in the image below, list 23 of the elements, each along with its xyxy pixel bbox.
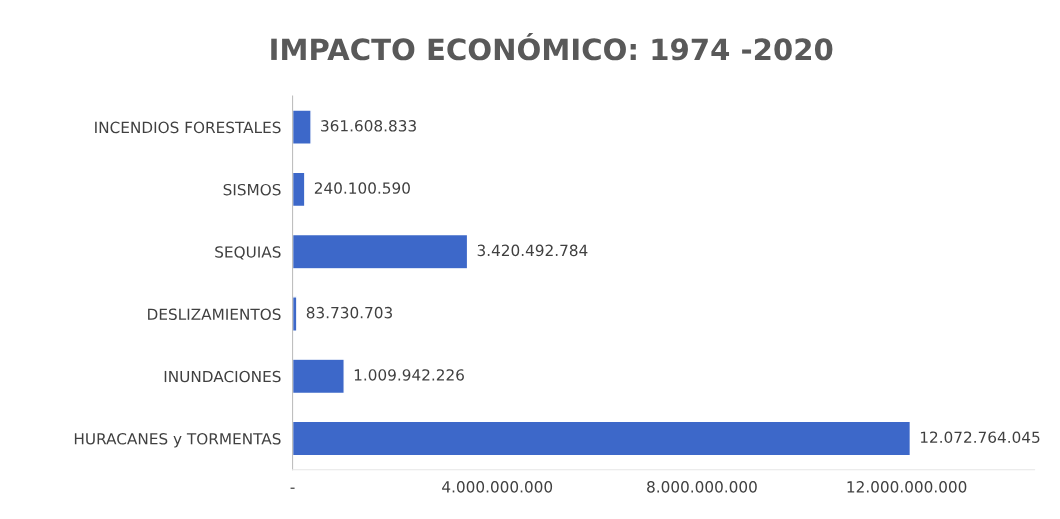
chart-title: IMPACTO ECONÓMICO: 1974 -2020 xyxy=(271,32,833,61)
x-tick-label: 4.000.000.000 xyxy=(442,481,553,493)
data-label: 1.009.942.226 xyxy=(354,369,464,381)
y-tick-label: SEQUIAS xyxy=(215,246,281,260)
y-tick-label: HURACANES y TORMENTAS xyxy=(74,433,281,448)
data-label: 12.072.764.045 xyxy=(920,431,1040,443)
data-label: 240.100.590 xyxy=(314,182,410,194)
x-tick-label: 12.000.000.000 xyxy=(847,481,967,493)
data-label: 83.730.703 xyxy=(306,306,392,319)
bar xyxy=(292,171,306,208)
x-tick-label: 8.000.000.000 xyxy=(647,481,757,493)
bar xyxy=(292,296,298,332)
x-tick-label: - xyxy=(290,487,295,489)
bar xyxy=(292,420,912,457)
bar xyxy=(292,358,345,395)
y-tick-label: SISMOS xyxy=(223,183,281,196)
data-label: 3.420.492.784 xyxy=(477,244,588,257)
y-tick-label: INCENDIOS FORESTALES xyxy=(95,121,281,134)
bar xyxy=(292,233,469,270)
y-tick-label: INUNDACIONES xyxy=(164,370,281,383)
bar xyxy=(292,109,312,145)
data-label: 361.608.833 xyxy=(321,120,416,132)
y-tick-label: DESLIZAMIENTOS xyxy=(148,308,281,321)
